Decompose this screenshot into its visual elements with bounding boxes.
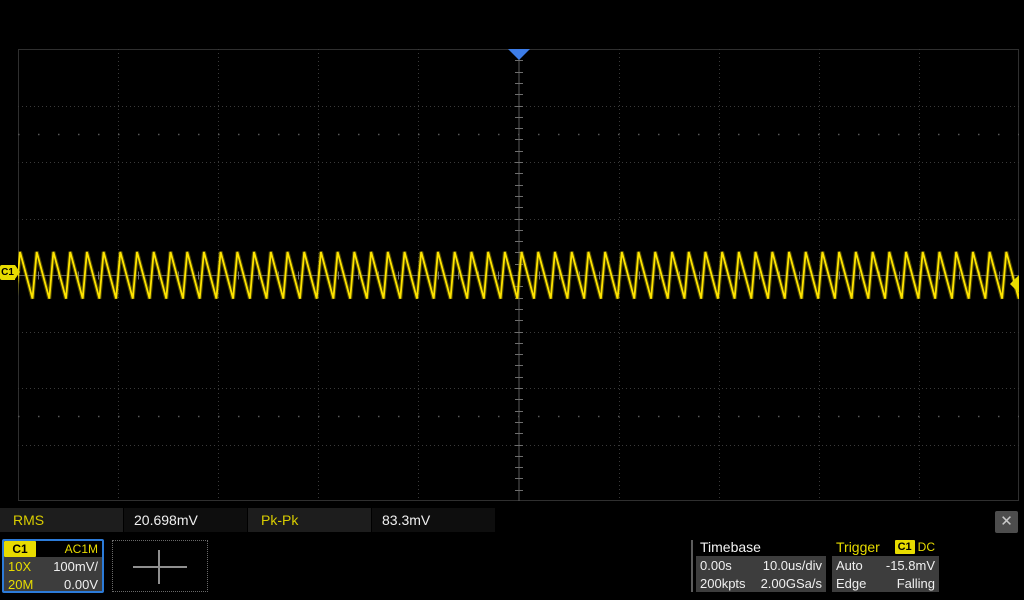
timebase-sample-rate: 2.00GSa/s	[760, 575, 822, 591]
trigger-type: Edge	[836, 575, 867, 591]
trigger-slope: Falling	[896, 575, 935, 591]
channel-level-marker[interactable]: C1	[0, 265, 20, 280]
trigger-panel[interactable]: Trigger C1 DC Auto -15.8mV Edge Falling	[832, 538, 939, 592]
close-icon: ✕	[1000, 513, 1013, 530]
channel-coupling: AC1M	[64, 542, 98, 556]
graticule: C1	[0, 49, 1019, 501]
trigger-title: Trigger	[836, 539, 880, 555]
measurement-value-pkpk: 83.3mV	[372, 508, 496, 532]
trigger-mode: Auto	[836, 557, 863, 573]
measurement-value-rms: 20.698mV	[124, 508, 248, 532]
timebase-delay: 0.00s	[700, 557, 732, 573]
status-bar: C1 AC1M 10X 100mV/ 20M 0.00V Timebase	[0, 538, 1024, 600]
timebase-scale: 10.0us/div	[762, 557, 822, 573]
channel-name-badge: C1	[4, 541, 36, 557]
measurement-label-pkpk: Pk-Pk	[248, 508, 372, 532]
add-channel-box[interactable]	[112, 540, 208, 592]
measurement-bar: RMS 20.698mV Pk-Pk 83.3mV	[0, 508, 497, 532]
trigger-position-marker-icon[interactable]	[508, 49, 530, 60]
trigger-level: -15.8mV	[885, 557, 935, 573]
plus-icon	[133, 566, 187, 568]
plus-icon	[158, 550, 160, 584]
measurement-label-rms: RMS	[0, 508, 124, 532]
c1-trace	[18, 251, 1019, 299]
timebase-title: Timebase	[700, 539, 761, 555]
trigger-source-badge: C1	[894, 540, 915, 554]
channel-attenuation: 10X	[8, 558, 32, 574]
waveform-plot	[18, 49, 1019, 501]
close-measurements-button[interactable]: ✕	[995, 511, 1018, 533]
trigger-coupling: DC	[917, 540, 935, 554]
channel-scale: 100mV/	[53, 558, 98, 574]
channel-offset: 0.00V	[64, 576, 98, 592]
timebase-memory: 200kpts	[700, 575, 746, 591]
channel-bandwidth: 20M	[8, 576, 34, 592]
timebase-panel[interactable]: Timebase 0.00s 10.0us/div 200kpts 2.00GS…	[696, 538, 826, 592]
status-bar-divider	[691, 540, 693, 592]
trigger-level-marker-icon[interactable]	[1010, 275, 1019, 293]
channel-c1-box[interactable]: C1 AC1M 10X 100mV/ 20M 0.00V	[2, 539, 104, 593]
